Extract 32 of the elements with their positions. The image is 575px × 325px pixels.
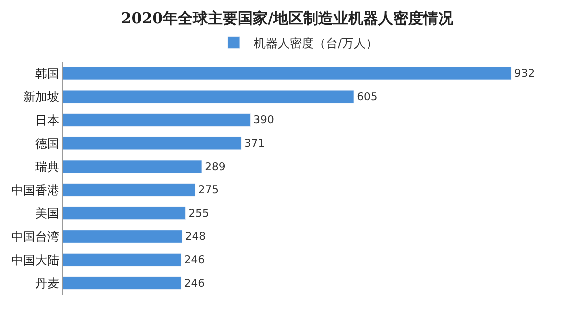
bar [63,253,182,267]
y-tick-label: 丹麦 [36,276,60,291]
bar [63,66,512,80]
data-label: 289 [205,160,226,174]
data-label: 248 [185,230,206,244]
y-tick-label: 德国 [36,136,60,151]
legend-label: 机器人密度（台/万人） [254,36,378,51]
data-label: 932 [514,67,536,80]
data-label: 246 [184,276,206,290]
bar [63,230,183,244]
y-tick-label: 瑞典 [36,160,60,174]
data-label: 255 [188,206,210,220]
bar [63,183,196,197]
chart-title: 2020年全球主要国家/地区制造业机器人密度情况 [121,10,455,28]
bar [63,90,354,104]
bar [63,114,251,127]
bar [63,206,186,220]
data-label: 246 [184,254,206,266]
bar [63,160,202,174]
y-tick-label: 新加坡 [24,90,60,104]
data-label: 390 [254,114,274,127]
data-label: 371 [244,137,266,150]
y-tick-label: 中国大陆 [12,253,60,268]
bar [63,136,242,150]
bar [63,276,182,290]
y-tick-label: 中国台湾 [12,230,60,244]
y-tick-label: 中国香港 [12,183,60,198]
y-tick-label: 韩国 [36,66,60,81]
data-label: 275 [198,184,219,197]
y-tick-label: 美国 [36,206,60,221]
y-tick-label: 日本 [36,113,60,128]
data-label: 605 [357,90,378,104]
